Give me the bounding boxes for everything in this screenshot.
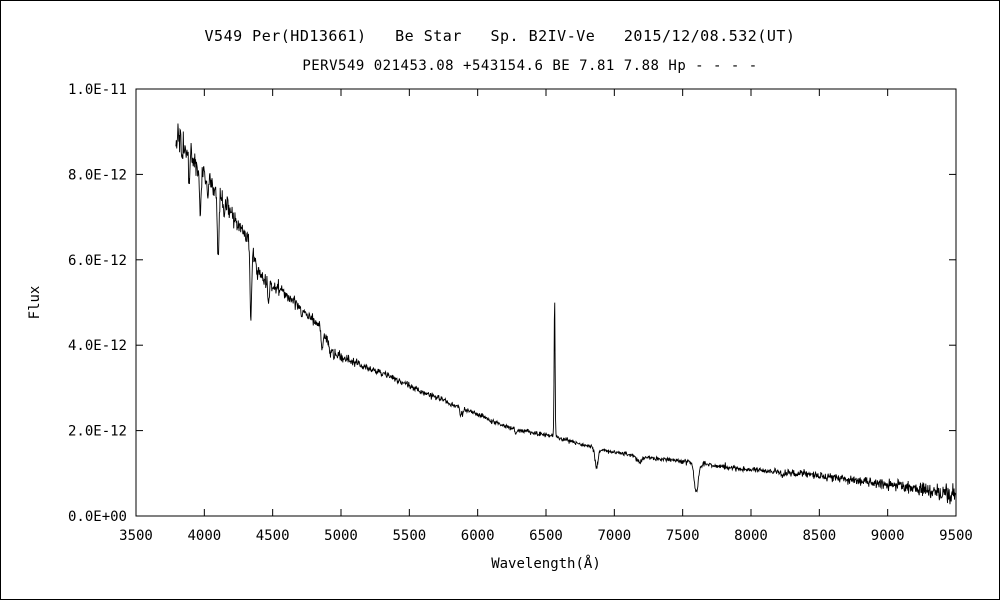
y-tick-label: 6.0E-12 (68, 253, 127, 269)
x-tick-label: 7000 (597, 528, 631, 544)
x-tick-label: 5500 (392, 528, 426, 544)
spectrum-line (175, 123, 956, 505)
chart-title: V549 Per(HD13661) Be Star Sp. B2IV-Ve 20… (204, 27, 796, 45)
axis-ticks (135, 88, 957, 517)
x-tick-label: 6000 (461, 528, 495, 544)
x-tick-label: 8000 (734, 528, 768, 544)
x-tick-label: 6500 (529, 528, 563, 544)
y-tick-label: 0.0E+00 (68, 509, 127, 525)
y-tick-label: 4.0E-12 (68, 338, 127, 354)
plot-border (135, 88, 957, 517)
y-axis-label: Flux (27, 286, 43, 320)
x-tick-label: 4000 (187, 528, 221, 544)
axis-tick-labels: 3500 4000 4500 5000 5500 6000 6500 7000 7500 8000… (68, 82, 973, 544)
x-tick-label: 9000 (871, 528, 905, 544)
y-tick-label: 1.0E-11 (68, 82, 127, 98)
x-tick-label: 8500 (802, 528, 836, 544)
x-tick-label: 7500 (666, 528, 700, 544)
x-tick-label: 3500 (119, 528, 153, 544)
x-tick-label: 5000 (324, 528, 358, 544)
chart-subtitle: PERV549 021453.08 +543154.6 BE 7.81 7.88… (302, 58, 758, 74)
x-axis-label: Wavelength(Å) (491, 555, 601, 572)
x-tick-label: 9500 (939, 528, 973, 544)
x-tick-label: 4500 (256, 528, 290, 544)
y-tick-label: 8.0E-12 (68, 167, 127, 183)
y-tick-label: 2.0E-12 (68, 424, 127, 440)
